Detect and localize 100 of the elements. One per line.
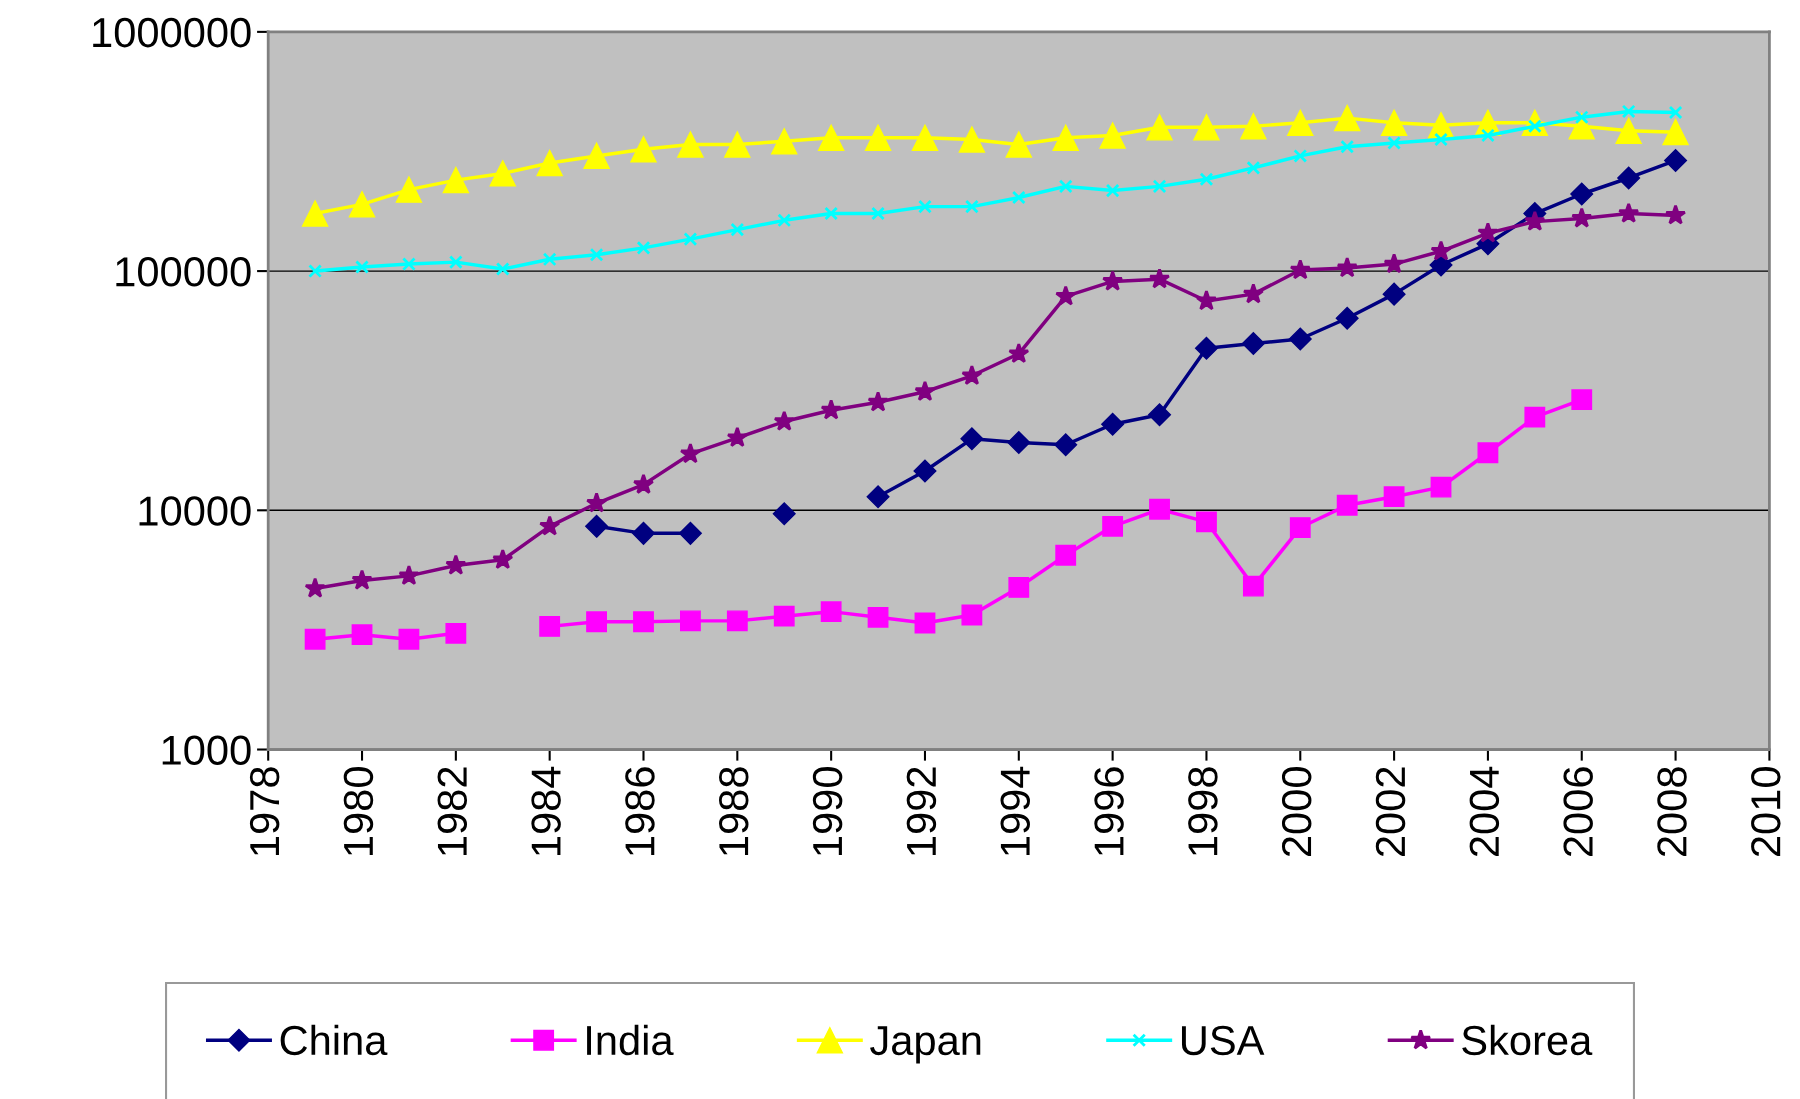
point <box>1574 110 1589 125</box>
point <box>773 410 795 431</box>
point <box>771 128 798 155</box>
x-tick-label: 1998 <box>1188 767 1218 855</box>
point <box>817 124 845 151</box>
point <box>1052 124 1079 151</box>
point <box>1105 183 1120 198</box>
point <box>1011 190 1026 205</box>
point <box>586 611 608 633</box>
x-tick-label: 1982 <box>437 767 468 855</box>
point <box>1007 431 1031 455</box>
legend-label: Skorea <box>1462 1024 1593 1056</box>
point <box>1196 511 1217 533</box>
point <box>1617 166 1641 190</box>
point <box>730 222 745 237</box>
x-tick-label: 2000 <box>1281 767 1312 857</box>
x-tick-label: 1980 <box>343 767 374 855</box>
y-tick-label: 100000 <box>116 257 251 287</box>
point <box>726 610 748 632</box>
point <box>1383 486 1405 508</box>
point <box>1101 412 1125 436</box>
point <box>1055 544 1077 566</box>
x-tick-label: 1992 <box>906 767 937 855</box>
point <box>445 554 467 575</box>
legend-label: India <box>587 1024 674 1056</box>
point <box>914 612 936 634</box>
point <box>351 569 373 590</box>
point <box>1477 442 1499 464</box>
point <box>1477 222 1499 243</box>
y-tick-label: 1000000 <box>93 17 251 48</box>
point <box>304 628 326 650</box>
point <box>871 206 886 221</box>
point <box>1524 210 1546 231</box>
point <box>864 124 892 151</box>
point <box>777 213 792 228</box>
point <box>1148 268 1171 289</box>
point <box>820 601 842 623</box>
point <box>867 391 889 412</box>
point <box>1240 113 1267 140</box>
point <box>1570 182 1594 206</box>
point <box>1005 131 1032 158</box>
point <box>1099 122 1126 149</box>
point <box>1101 270 1124 291</box>
point <box>679 610 701 632</box>
point <box>961 364 983 386</box>
point <box>448 255 463 270</box>
point <box>1430 240 1452 261</box>
point <box>1242 283 1264 304</box>
point <box>633 611 654 633</box>
point <box>395 176 423 203</box>
point <box>1199 172 1214 187</box>
point <box>1615 117 1642 144</box>
point <box>867 606 889 628</box>
point <box>678 521 702 545</box>
point <box>1146 114 1173 141</box>
point <box>1380 109 1408 136</box>
point <box>1664 204 1687 225</box>
point <box>824 206 839 221</box>
point <box>1382 282 1406 306</box>
point <box>348 191 376 218</box>
point <box>489 160 516 187</box>
point <box>589 247 604 262</box>
point <box>961 604 983 626</box>
point <box>1571 389 1593 411</box>
point <box>772 502 796 526</box>
point <box>442 166 470 194</box>
point <box>1058 179 1073 194</box>
point <box>1289 258 1311 280</box>
point <box>1241 332 1265 356</box>
x-tick-label: 2004 <box>1469 766 1500 857</box>
point <box>820 399 842 420</box>
point <box>632 521 655 545</box>
point <box>1434 132 1448 147</box>
point <box>1194 336 1218 360</box>
point <box>1668 105 1683 120</box>
point <box>351 624 373 646</box>
point <box>1662 118 1689 146</box>
point <box>308 264 323 279</box>
point <box>1152 179 1167 194</box>
y-tick-label: 10000 <box>139 496 251 526</box>
x-tick-label: 2002 <box>1375 767 1406 857</box>
point <box>542 252 557 267</box>
point <box>1148 403 1172 427</box>
point <box>401 257 416 271</box>
point <box>1287 109 1314 136</box>
point <box>726 426 748 448</box>
point <box>1621 104 1636 119</box>
point <box>679 442 702 464</box>
point <box>585 514 609 538</box>
point <box>398 564 420 586</box>
x-tick-label: 2008 <box>1657 767 1687 857</box>
point <box>1193 114 1220 141</box>
point <box>539 616 561 637</box>
point <box>398 628 420 650</box>
point <box>632 473 655 494</box>
point <box>1524 406 1546 428</box>
point <box>1242 575 1264 597</box>
x-tick-label: 1996 <box>1094 767 1124 855</box>
point <box>1008 577 1030 598</box>
y-tick-label: 1000 <box>162 735 251 766</box>
